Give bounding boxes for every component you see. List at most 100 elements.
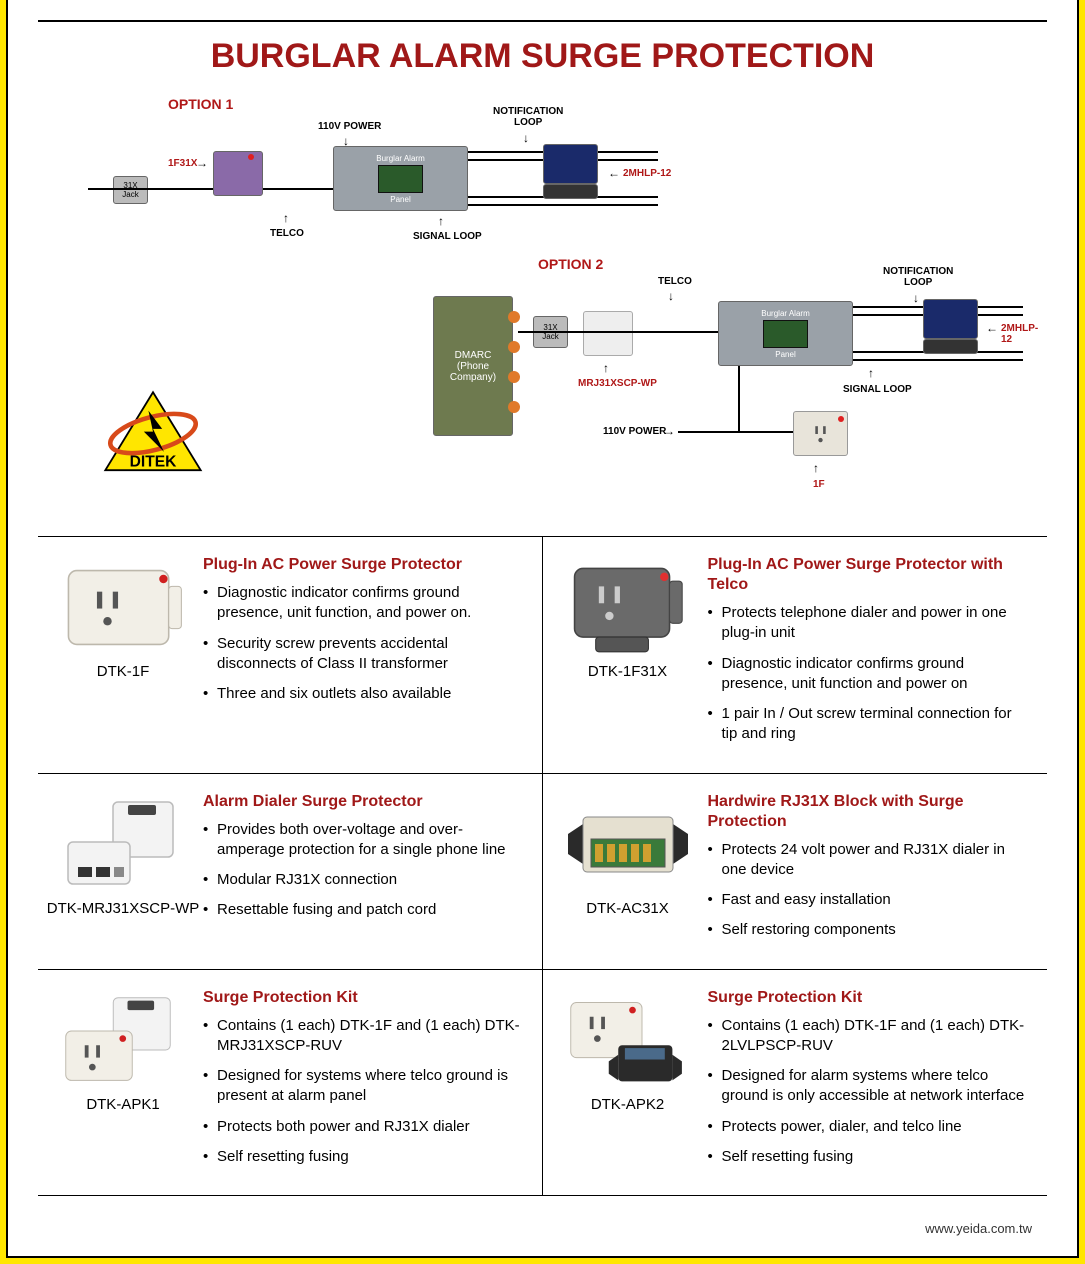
top-rule [38,20,1047,22]
product-bullets: Protects telephone dialer and power in o… [708,603,1028,745]
footer-url: www.yeida.com.tw [38,1196,1047,1246]
product-row: DTK-1F Plug-In AC Power Surge Protector … [38,537,1047,774]
panel-screen [763,320,808,348]
bullet: Protects power, dialer, and telco line [708,1117,1028,1137]
product-cell: DTK-AC31X Hardwire RJ31X Block with Surg… [543,774,1048,969]
label-110v-power-2: 110V POWER [603,426,666,437]
product-row: DTK-APK1 Surge Protection Kit Contains (… [38,970,1047,1197]
box-dmarc: DMARC (Phone Company) [433,296,513,436]
thumb-col: DTK-APK1 [43,988,203,1178]
arrow-down-icon [913,291,919,305]
bullet: Contains (1 each) DTK-1F and (1 each) DT… [203,1016,522,1057]
option1-header: OPTION 1 [168,96,233,112]
product-thumb [563,797,693,892]
product-row: DTK-MRJ31XSCP-WP Alarm Dialer Surge Prot… [38,774,1047,970]
desc-col: Alarm Dialer Surge Protector Provides bo… [203,792,532,951]
outlet-face-icon [803,421,838,447]
product-sku: DTK-1F [97,663,150,680]
bullet: Modular RJ31X connection [203,870,522,890]
product-bullets: Protects 24 volt power and RJ31X dialer … [708,840,1028,941]
panel-label: Panel [775,350,795,359]
product-bullets: Contains (1 each) DTK-1F and (1 each) DT… [708,1016,1028,1168]
product-title: Surge Protection Kit [708,988,1028,1008]
thumb-col: DTK-AC31X [548,792,708,951]
bullet: Protects both power and RJ31X dialer [203,1117,522,1137]
label-signal-loop-2: SIGNAL LOOP [843,384,912,395]
box-2mhlp12-base-2 [923,339,978,354]
led-icon [838,416,844,422]
product-title: Plug-In AC Power Surge Protector [203,555,522,575]
bullet: Self restoring components [708,920,1028,940]
thumb-col: DTK-APK2 [548,988,708,1178]
arrow-up-icon [813,461,819,475]
wire [88,188,213,190]
box-2mhlp12-1 [543,144,598,184]
product-bullets: Diagnostic indicator confirms ground pre… [203,583,522,704]
arrow-up-icon [603,361,609,375]
label-telco-1: TELCO [270,228,304,239]
desc-col: Hardwire RJ31X Block with Surge Protecti… [708,792,1038,951]
arrow-right-icon [196,156,208,170]
label-notification-loop-1: NOTIFICATION LOOP [493,106,563,128]
product-bullets: Contains (1 each) DTK-1F and (1 each) DT… [203,1016,522,1168]
product-title: Hardwire RJ31X Block with Surge Protecti… [708,792,1028,832]
bullet: 1 pair In / Out screw terminal connectio… [708,704,1028,745]
page-title: BURGLAR ALARM SURGE PROTECTION [38,37,1047,76]
label-mrj31xscp: MRJ31XSCP-WP [578,378,657,389]
label-1f31x: 1F31X [168,158,197,169]
arrow-up-icon [283,211,289,225]
label-telco-2: TELCO [658,276,692,287]
thumb-col: DTK-1F31X [548,555,708,755]
box-mrj31xscp [583,311,633,356]
desc-col: Plug-In AC Power Surge Protector with Te… [708,555,1038,755]
box-2mhlp12-base-1 [543,184,598,199]
box-31x-jack-1: 31X Jack [113,176,148,204]
bullet: Security screw prevents accidental disco… [203,634,522,675]
panel-title: Burglar Alarm [761,309,809,318]
connector-icon [508,371,520,383]
label-notification-loop-2: NOTIFICATION LOOP [883,266,953,288]
product-title: Alarm Dialer Surge Protector [203,792,522,812]
product-sku: DTK-AC31X [586,900,669,917]
bullet: Resettable fusing and patch cord [203,900,522,920]
product-thumb [58,993,188,1088]
wire [468,204,658,206]
desc-col: Plug-In AC Power Surge Protector Diagnos… [203,555,532,755]
bullet: Diagnostic indicator confirms ground pre… [708,654,1028,695]
bullet: Self resetting fusing [203,1147,522,1167]
arrow-down-icon [523,131,529,145]
arrow-up-icon [438,214,444,228]
thumb-col: DTK-1F [43,555,203,755]
option2-header: OPTION 2 [538,256,603,272]
label-2mhlp12-1: 2MHLP-12 [623,168,671,179]
connector-icon [508,401,520,413]
label-2mhlp12-2: 2MHLP-12 [1001,323,1047,345]
product-sku: DTK-1F31X [588,663,667,680]
product-grid: DTK-1F Plug-In AC Power Surge Protector … [38,536,1047,1196]
connector-icon [508,311,520,323]
wire [853,359,1023,361]
page-inner: BURGLAR ALARM SURGE PROTECTION OPTION 1 … [6,0,1079,1258]
arrow-left-icon [986,321,998,335]
bullet: Diagnostic indicator confirms ground pre… [203,583,522,624]
arrow-left-icon [608,166,620,180]
arrow-down-icon [668,289,674,303]
box-2mhlp12-2 [923,299,978,339]
product-cell: DTK-1F31X Plug-In AC Power Surge Protect… [543,537,1048,773]
label-110v-power-1: 110V POWER [318,121,381,132]
product-sku: DTK-APK1 [86,1096,159,1113]
product-thumb [58,797,188,892]
label-signal-loop-1: SIGNAL LOOP [413,231,482,242]
bullet: Three and six outlets also available [203,684,522,704]
arrow-up-icon [868,366,874,380]
product-title: Plug-In AC Power Surge Protector with Te… [708,555,1028,595]
product-title: Surge Protection Kit [203,988,522,1008]
panel-label: Panel [390,195,410,204]
arrow-right-icon [663,424,675,438]
wire [678,431,793,433]
thumb-col: DTK-MRJ31XSCP-WP [43,792,203,951]
wire [738,366,740,431]
bullet: Fast and easy installation [708,890,1028,910]
product-cell: DTK-APK1 Surge Protection Kit Contains (… [38,970,543,1196]
diagram-area: OPTION 1 110V POWER NOTIFICATION LOOP 31… [38,96,1047,516]
